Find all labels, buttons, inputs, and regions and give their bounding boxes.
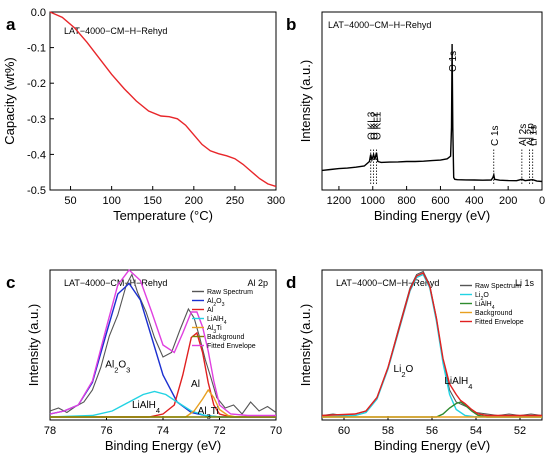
sample-label: LAT−4000−CM−H−Rehyd xyxy=(64,26,167,36)
x-axis-label: Binding Energy (eV) xyxy=(374,438,490,453)
x-tick-label: 600 xyxy=(431,195,449,207)
x-tick-label: 1200 xyxy=(327,195,351,207)
series-line xyxy=(49,11,277,188)
x-tick-label: 72 xyxy=(213,425,225,437)
legend-entry: LiAlH4 xyxy=(475,301,495,311)
x-tick-label: 60 xyxy=(338,425,350,437)
legend-entry: Raw Spectrum xyxy=(207,289,253,296)
peak-label: Al 2s xyxy=(518,124,529,146)
plot-frame xyxy=(49,11,277,191)
legend-entry: Raw Spectrum xyxy=(475,283,521,290)
peak-label: O KL1 xyxy=(372,111,383,140)
y-axis-label: Intensity (a.u.) xyxy=(26,304,41,386)
plot-frame xyxy=(321,269,543,421)
x-axis-label: Binding Energy (eV) xyxy=(374,208,490,223)
sample-label: LAT−4000−CM−H−Rehyd xyxy=(64,278,167,288)
y-axis-label: Capacity (wt%) xyxy=(2,57,17,144)
x-tick-label: 200 xyxy=(185,195,203,207)
y-tick-label: -0.4 xyxy=(27,149,46,161)
legend-entry: LiAlH4 xyxy=(207,316,227,326)
panel-letter: b xyxy=(286,15,296,34)
y-tick-label: -0.1 xyxy=(27,43,46,55)
x-tick-label: 800 xyxy=(397,195,415,207)
series-fitted-envelope xyxy=(49,268,276,417)
x-tick-label: 74 xyxy=(157,425,169,437)
x-tick-label: 150 xyxy=(144,195,162,207)
legend-entry: Li2O xyxy=(475,292,489,302)
series-al3ti xyxy=(50,388,276,418)
x-tick-label: 58 xyxy=(382,425,394,437)
region-label: Al 2p xyxy=(247,278,268,288)
x-tick-label: 50 xyxy=(64,195,76,207)
plot-frame xyxy=(321,11,543,191)
x-tick-label: 78 xyxy=(44,425,56,437)
peak-label: O KL2 xyxy=(370,111,381,140)
peak-label: LiAlH4 xyxy=(444,376,472,391)
x-tick-label: 250 xyxy=(226,195,244,207)
series-lialh4 xyxy=(49,390,276,418)
x-tick-label: 0 xyxy=(539,195,545,207)
panel-a: a 50 100 150 200 250 300 0.0 -0.1 -0.2 -0.3 -0.4 -0.… xyxy=(2,7,285,223)
legend-entry: Fitted Envelope xyxy=(475,319,524,326)
panel-c: c 78 76 74 72 70 Binding Energy (eV) Intensity … xyxy=(6,268,282,453)
series-line xyxy=(321,43,543,183)
sample-label: LAT−4000−CM−H−Rehyd xyxy=(336,278,439,288)
series-fitted-envelope xyxy=(321,272,542,417)
legend-entry: Fitted Envelope xyxy=(207,343,256,350)
peak-label: O 1s xyxy=(448,51,459,72)
x-tick-label: 100 xyxy=(102,195,120,207)
series-raw-spectrum xyxy=(49,273,277,415)
y-axis-label: Intensity (a.u.) xyxy=(298,304,313,386)
y-axis-label: Intensity (a.u.) xyxy=(298,60,313,142)
panel-letter: c xyxy=(6,273,15,292)
x-tick-label: 400 xyxy=(465,195,483,207)
sample-label: LAT−4000−CM−H−Rehyd xyxy=(328,20,431,30)
y-tick-label: -0.3 xyxy=(27,114,46,126)
y-tick-label: -0.5 xyxy=(27,185,46,197)
x-tick-label: 76 xyxy=(100,425,112,437)
panel-d: d 60 58 56 54 52 Binding Energy (eV) Intensity … xyxy=(286,269,543,453)
peak-label: Al3Ti xyxy=(198,406,219,421)
peak-label: Al2O3 xyxy=(105,360,130,375)
panel-letter: d xyxy=(286,273,296,292)
legend-entry: Al xyxy=(207,307,214,314)
legend-entry: Background xyxy=(207,334,244,341)
panel-b: b 1200 1000 800 600 400 200 0 Binding Energy (eV… xyxy=(286,11,545,223)
series-al2o3 xyxy=(49,282,276,418)
region-label: Li 1s xyxy=(515,278,535,288)
peak-label: LiAlH4 xyxy=(132,400,160,415)
x-tick-label: 200 xyxy=(499,195,517,207)
x-tick-label: 52 xyxy=(514,425,526,437)
x-tick-label: 56 xyxy=(426,425,438,437)
peak-label: Li2O xyxy=(394,364,414,379)
x-tick-label: 300 xyxy=(267,195,285,207)
peak-label: O KL3 xyxy=(367,111,378,140)
legend-entry: Al2O3 xyxy=(207,298,225,308)
y-tick-label: -0.2 xyxy=(27,78,46,90)
peak-label: Li 1s xyxy=(529,125,540,146)
x-axis-label: Binding Energy (eV) xyxy=(105,438,221,453)
legend-entry: Background xyxy=(475,310,512,317)
x-tick-label: 70 xyxy=(270,425,282,437)
peak-label: Al xyxy=(191,379,200,390)
panel-letter: a xyxy=(6,15,16,34)
x-tick-label: 54 xyxy=(470,425,482,437)
x-tick-label: 1000 xyxy=(361,195,385,207)
legend-entry: Al3Ti xyxy=(207,325,222,335)
y-tick-label: 0.0 xyxy=(31,7,46,19)
series-raw-spectrum xyxy=(321,270,543,417)
series-lialh4 xyxy=(322,401,542,418)
peak-label: Al 2p xyxy=(525,123,536,146)
x-axis-label: Temperature (°C) xyxy=(113,208,213,223)
peak-label: C 1s xyxy=(490,125,501,146)
